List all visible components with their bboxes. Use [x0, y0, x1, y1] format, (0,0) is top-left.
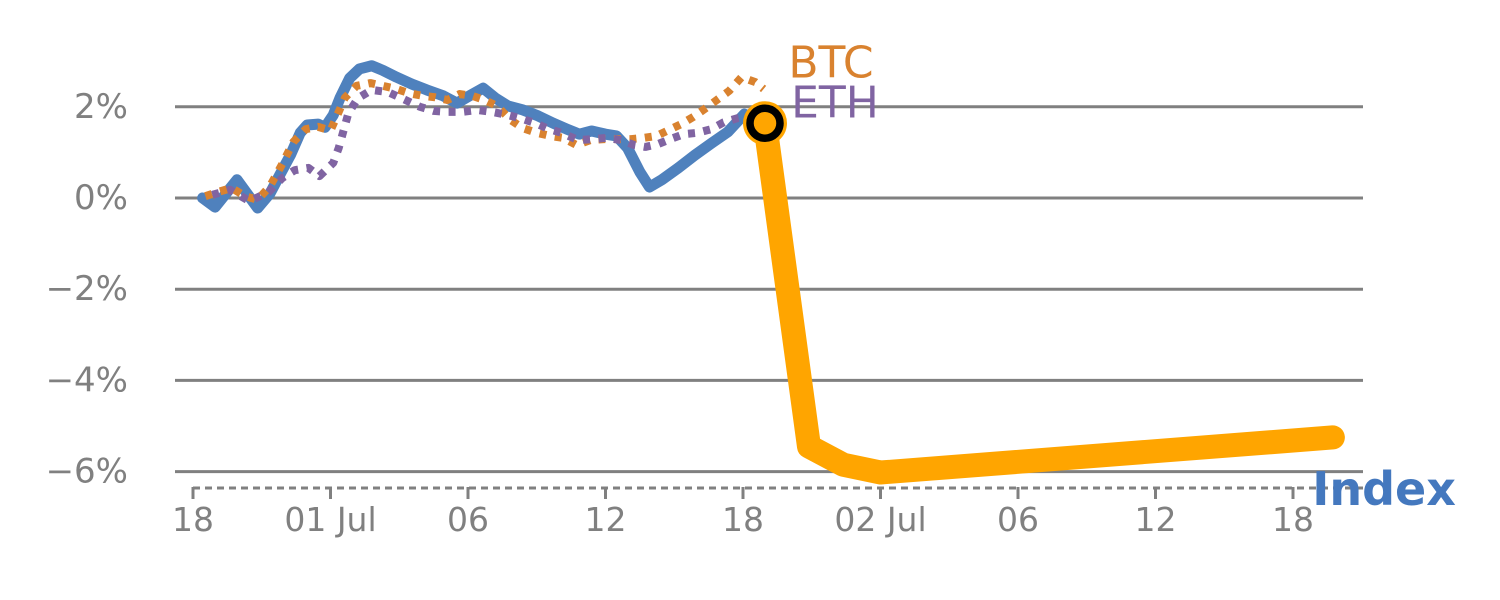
series-line-eth: [211, 85, 751, 206]
x-tick-label: 18: [172, 500, 214, 539]
y-tick-label: −2%: [46, 269, 128, 309]
x-tick-label: 06: [997, 500, 1039, 539]
series-label-index: Index: [1312, 462, 1456, 516]
x-tick-label: 06: [447, 500, 489, 539]
y-tick-label: −6%: [46, 452, 128, 492]
x-tick-label: 01 Jul: [284, 500, 376, 539]
x-tick-label: 18: [722, 500, 764, 539]
series-line-index-after-event: [753, 111, 1345, 485]
x-tick-label: 18: [1272, 500, 1314, 539]
x-tick-label: 02 Jul: [834, 500, 926, 539]
y-tick-label: −4%: [46, 360, 128, 400]
y-tick-label: 2%: [74, 87, 128, 127]
series-label-eth: ETH: [791, 78, 879, 129]
y-tick-label: 0%: [74, 178, 128, 218]
event-marker: [746, 104, 784, 142]
series-label-btc: BTC: [788, 38, 873, 89]
x-tick-label: 12: [1135, 500, 1177, 539]
series-line-btc: [204, 73, 767, 204]
series-line-index: [197, 60, 771, 214]
x-tick-label: 12: [585, 500, 627, 539]
